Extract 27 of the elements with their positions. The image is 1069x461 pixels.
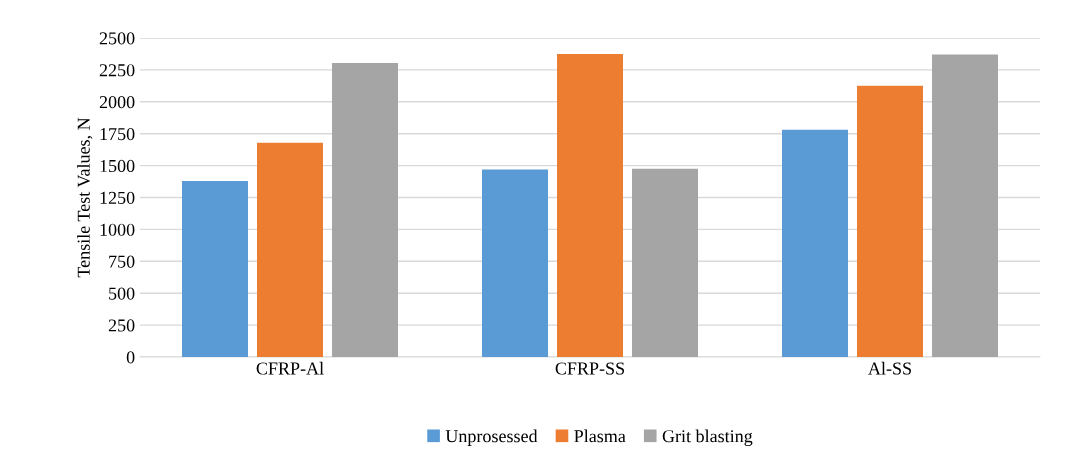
y-tick-label: 1500 xyxy=(100,159,135,173)
y-tick-label: 500 xyxy=(109,287,135,300)
x-tick-label: CFRP-SS xyxy=(555,362,625,375)
y-tick-label: 250 xyxy=(108,319,135,332)
bar xyxy=(557,53,623,357)
y-tick-label: 1750 xyxy=(100,127,135,141)
legend-label: Unprosessed xyxy=(445,429,538,446)
bar xyxy=(182,180,248,357)
y-tick-label: 1000 xyxy=(100,223,135,236)
bar xyxy=(857,85,923,357)
x-tick-label: Al-SS xyxy=(868,361,911,375)
y-tick-label: 2500 xyxy=(99,32,135,45)
bar xyxy=(932,54,998,357)
bar xyxy=(782,129,848,357)
y-axis-title: Tensile Test Values, N xyxy=(77,117,93,278)
bar xyxy=(257,142,323,357)
bar xyxy=(482,169,548,357)
y-tick-label: 2000 xyxy=(99,96,135,109)
y-tick-label: 0 xyxy=(126,351,135,364)
x-tick-label: CFRP-Al xyxy=(256,361,324,375)
y-tick-label: 1250 xyxy=(100,191,135,204)
y-tick-label: 2250 xyxy=(99,64,135,77)
legend-label: Plasma xyxy=(574,429,626,443)
bar xyxy=(332,62,398,357)
bar xyxy=(632,168,698,357)
y-tick-label: 750 xyxy=(109,255,135,268)
legend-label: Grit blasting xyxy=(662,429,753,447)
